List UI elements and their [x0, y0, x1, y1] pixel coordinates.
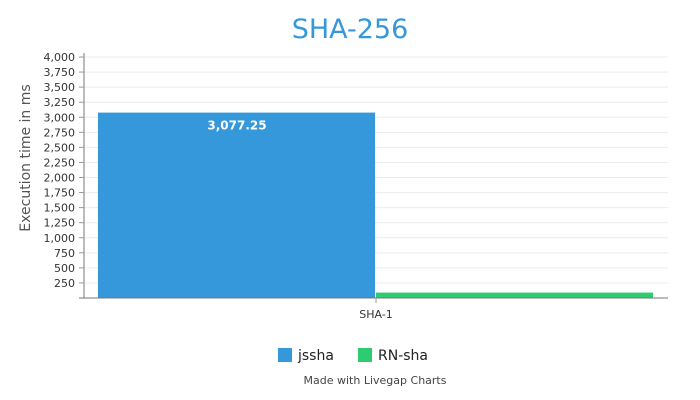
bar-rn-sha[interactable]: [376, 292, 653, 298]
bar-data-label: 3,077.25: [207, 119, 266, 133]
y-tick-label: 3,750: [44, 66, 76, 79]
y-tick-label: 250: [54, 277, 75, 290]
y-tick-label: 500: [54, 262, 75, 275]
x-tick-label: SHA-1: [359, 308, 393, 321]
y-tick-label: 1,500: [44, 202, 76, 215]
bars: [98, 112, 653, 298]
y-tick-label: 1,250: [44, 217, 76, 230]
credit-text: Made with Livegap Charts: [304, 374, 447, 387]
legend-swatch-rn-sha[interactable]: [358, 348, 372, 362]
y-tick-label: 3,250: [44, 96, 76, 109]
y-tick-label: 2,000: [44, 172, 76, 185]
y-tick-label: 750: [54, 247, 75, 260]
y-tick-label: 1,750: [44, 187, 76, 200]
chart-title: SHA-256: [292, 14, 409, 45]
axes: [79, 53, 668, 299]
legend-swatch-jssha[interactable]: [278, 348, 292, 362]
y-tick-label: 4,000: [44, 51, 76, 64]
y-tick-label: 3,000: [44, 111, 76, 124]
y-tick-label: 2,750: [44, 126, 76, 139]
y-tick-label: 2,500: [44, 141, 76, 154]
x-tick-labels: SHA-1: [359, 298, 393, 321]
y-tick-label: 1,000: [44, 232, 76, 245]
y-tick-labels: 250 500 750 1,000 1,250 1,500 1,750 2,000 2,250 2…: [44, 51, 84, 290]
legend-label[interactable]: RN-sha: [378, 348, 428, 364]
y-axis-label: Execution time in ms: [18, 84, 34, 231]
y-tick-label: 2,250: [44, 156, 76, 169]
y-tick-label: 3,500: [44, 81, 76, 94]
bar-jssha[interactable]: [98, 112, 375, 298]
data-labels: 3,077.25: [207, 119, 266, 133]
legend-label[interactable]: jssha: [297, 348, 334, 364]
legend: jssha RN-sha: [278, 348, 428, 364]
